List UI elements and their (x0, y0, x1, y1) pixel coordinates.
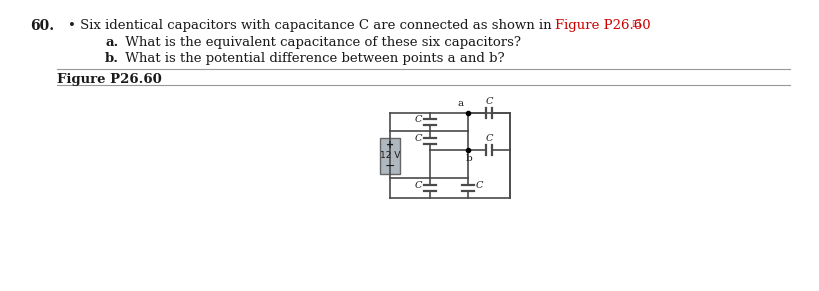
FancyBboxPatch shape (380, 138, 400, 173)
Text: a.: a. (105, 36, 118, 49)
Text: b: b (466, 154, 473, 163)
Text: C: C (485, 134, 493, 143)
Text: C: C (414, 134, 422, 143)
Text: b.: b. (105, 52, 119, 65)
Text: • Six identical capacitors with capacitance C are connected as shown in: • Six identical capacitors with capacita… (68, 19, 556, 32)
Text: □.: □. (631, 19, 642, 28)
Text: C: C (414, 116, 422, 125)
Text: Figure P26.60: Figure P26.60 (57, 73, 161, 86)
Text: +: + (386, 139, 394, 150)
Text: 12 V: 12 V (380, 151, 400, 160)
Text: Figure P26.60: Figure P26.60 (555, 19, 650, 32)
Text: C: C (476, 182, 483, 191)
Text: What is the potential difference between points a and b?: What is the potential difference between… (121, 52, 505, 65)
Text: −: − (385, 160, 396, 173)
Text: C: C (485, 97, 493, 106)
Text: a: a (458, 99, 464, 108)
Text: C: C (414, 182, 422, 191)
Text: 60.: 60. (30, 19, 54, 33)
Text: What is the equivalent capacitance of these six capacitors?: What is the equivalent capacitance of th… (121, 36, 521, 49)
